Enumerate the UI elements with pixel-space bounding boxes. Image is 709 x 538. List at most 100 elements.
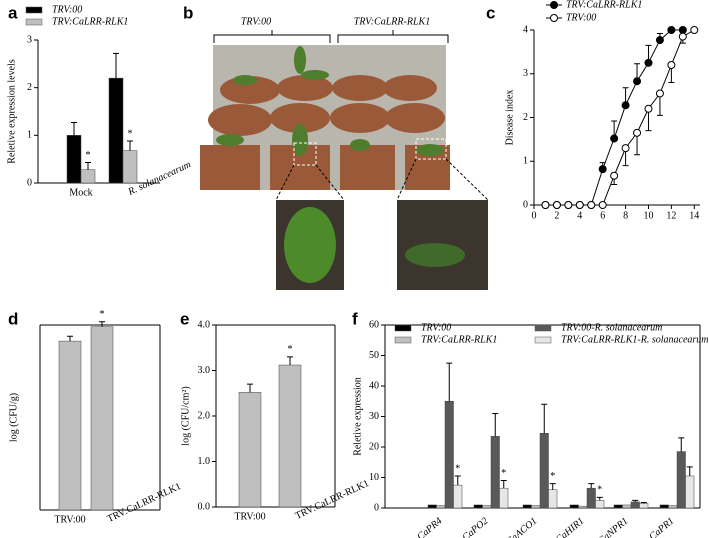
bar — [685, 475, 695, 509]
error-bar — [588, 483, 595, 489]
group-label: TRV:CaLRR-RLK1 — [354, 16, 430, 27]
bracket — [213, 30, 331, 43]
point — [621, 101, 630, 110]
error-bar — [247, 383, 253, 393]
x-tick-label: CaHIR1 — [554, 516, 587, 538]
bar — [278, 364, 302, 508]
bar — [531, 505, 541, 509]
point — [667, 61, 676, 69]
y-tick-label: 4 — [523, 24, 528, 35]
error-bar — [113, 52, 119, 79]
y-axis-label: log (CFU/cm²) — [180, 386, 191, 445]
significance-mark: * — [100, 309, 105, 320]
significance-mark: * — [128, 128, 133, 139]
error-bar — [446, 362, 453, 402]
point — [598, 201, 607, 209]
y-axis-label: Reletive expression — [352, 377, 363, 456]
bar — [427, 504, 437, 509]
legend-swatch — [394, 324, 412, 332]
point — [621, 144, 630, 153]
bar — [578, 505, 588, 509]
bar — [453, 484, 463, 509]
y-tick-label: 3 — [523, 68, 528, 79]
bar — [639, 503, 649, 509]
x-tick-label: 14 — [689, 210, 699, 221]
legend-swatch — [394, 336, 412, 344]
y-tick-label: 0 — [27, 177, 32, 188]
point — [598, 165, 607, 174]
error-bar — [596, 496, 603, 501]
panel-letter: b — [183, 3, 193, 22]
bar — [539, 433, 549, 509]
y-tick-label: 0.0 — [198, 501, 211, 512]
bar — [58, 340, 82, 511]
error-bar — [549, 483, 556, 490]
bar — [659, 504, 669, 509]
error-bar — [640, 502, 647, 504]
bar — [490, 436, 500, 509]
y-tick-label: 3.0 — [198, 365, 211, 376]
significance-mark: * — [86, 150, 91, 161]
legend-label: TRV:CaLRR-RLK1 — [566, 0, 642, 10]
x-tick-label: CaNPR1 — [596, 516, 630, 538]
panel-letter: e — [180, 309, 189, 328]
y-tick-label: 40 — [369, 380, 379, 391]
point — [564, 201, 573, 209]
point — [552, 201, 561, 209]
error-bar — [500, 480, 507, 489]
zoom-box — [415, 138, 447, 160]
y-tick-label: 0 — [374, 502, 379, 513]
panel-letter: a — [8, 3, 18, 22]
x-tick-label: CaACO1 — [504, 516, 539, 538]
point — [644, 104, 653, 113]
y-tick-label: 30 — [369, 411, 379, 422]
y-tick-label: 0 — [523, 199, 528, 210]
point — [633, 77, 642, 86]
bar — [90, 326, 114, 511]
x-tick-label: 8 — [623, 210, 628, 221]
bar — [122, 150, 138, 184]
leaf — [405, 243, 465, 267]
y-tick-label: 2.0 — [198, 410, 211, 421]
significance-mark: * — [550, 471, 555, 482]
error-bar — [67, 335, 73, 342]
legend-label: TRV:00 — [52, 4, 82, 15]
x-tick-label: 10 — [643, 210, 653, 221]
bar — [586, 487, 596, 509]
x-tick-label: 2 — [554, 210, 559, 221]
point — [655, 89, 664, 98]
x-tick-label: Mock — [69, 187, 92, 198]
panel-letter: c — [486, 3, 495, 22]
bar — [613, 504, 623, 509]
x-tick-label: 6 — [600, 210, 605, 221]
x-tick-label: TRV:00 — [234, 511, 265, 522]
error-bar — [632, 499, 639, 502]
point — [575, 201, 584, 209]
x-tick-label: 12 — [666, 210, 676, 221]
legend-swatch — [25, 6, 43, 14]
point — [587, 201, 596, 209]
error-bar — [85, 162, 91, 170]
legend-swatch — [25, 18, 43, 26]
bar — [436, 505, 446, 509]
bar — [444, 401, 454, 509]
group-label: TRV:00 — [241, 16, 271, 27]
y-tick-label: 1 — [523, 156, 528, 167]
legend-label: TRV:CaLRR-RLK1-R. solanacearum — [561, 334, 709, 345]
y-tick-label: 1 — [27, 130, 32, 141]
bar — [482, 505, 492, 509]
error-bar — [127, 140, 133, 151]
panel-letter: f — [352, 309, 358, 328]
point — [644, 58, 653, 67]
legend-label: TRV:00 — [566, 12, 596, 23]
y-tick-label: 10 — [369, 472, 379, 483]
bar — [108, 77, 124, 184]
bar — [238, 392, 262, 508]
significance-mark: * — [455, 463, 460, 474]
bracket — [337, 30, 449, 43]
point — [633, 128, 642, 137]
line — [545, 29, 695, 206]
pots — [200, 75, 450, 190]
legend-marker — [550, 1, 558, 9]
